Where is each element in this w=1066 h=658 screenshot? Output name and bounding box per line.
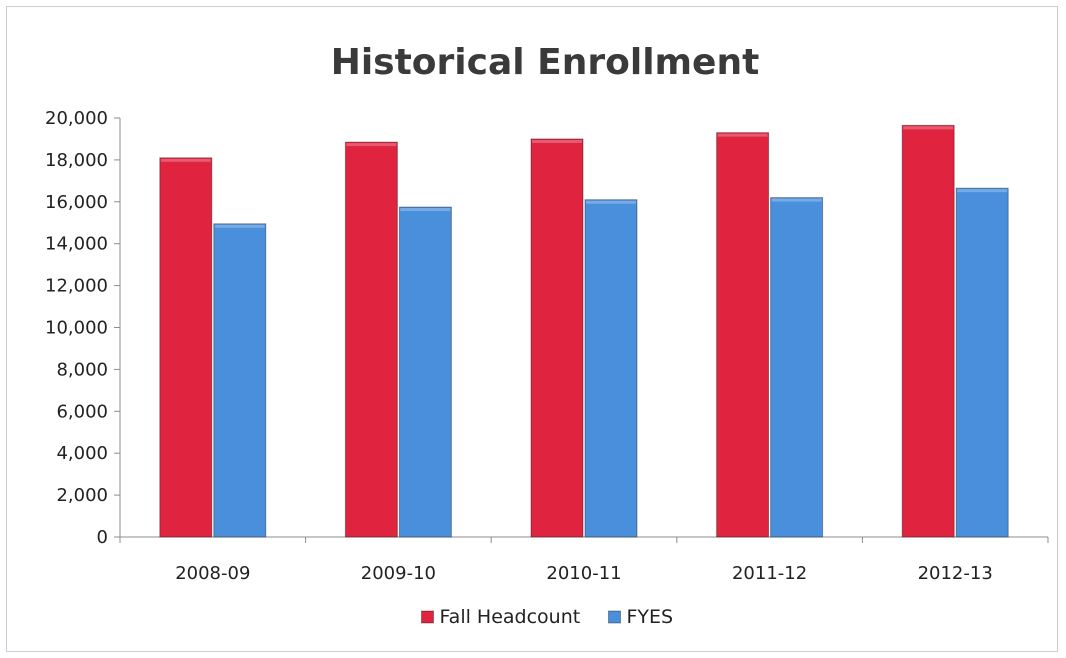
y-tick-label: 12,000 <box>45 276 108 297</box>
x-axis: 2008-09 2009-10 2010-11 2011-12 2012-13 <box>119 536 1049 584</box>
y-tick-label: 2,000 <box>56 485 108 506</box>
chart-title: Historical Enrollment <box>331 42 760 83</box>
y-tick-label: 20,000 <box>45 108 108 129</box>
bar-highlight <box>160 158 211 162</box>
bar <box>584 199 638 538</box>
y-tick-label: 8,000 <box>56 359 108 380</box>
x-tick-label: 2011-12 <box>732 563 807 584</box>
bar <box>530 138 584 538</box>
legend-label: Fall Headcount <box>440 606 581 628</box>
y-tick-label: 0 <box>97 527 108 548</box>
x-tick-label: 2008-09 <box>175 563 250 584</box>
legend-swatch <box>608 610 621 624</box>
bar-highlight <box>717 133 768 137</box>
bar <box>159 157 213 538</box>
bar <box>344 141 398 538</box>
bar-highlight <box>957 189 1008 193</box>
bar <box>716 132 770 538</box>
x-tick-label: 2009-10 <box>361 563 436 584</box>
y-tick-label: 16,000 <box>45 192 108 213</box>
bar-highlight <box>214 224 265 228</box>
bar <box>955 187 1009 538</box>
bar-highlight <box>532 139 582 143</box>
bar <box>770 197 824 538</box>
bar-highlight <box>771 198 822 202</box>
y-tick-label: 18,000 <box>45 150 108 171</box>
bar <box>901 124 955 538</box>
y-tick-label: 14,000 <box>45 234 108 255</box>
y-tick-label: 4,000 <box>56 443 108 464</box>
bar-highlight <box>400 208 451 212</box>
x-tick-label: 2012-13 <box>918 563 993 584</box>
y-tick-label: 6,000 <box>56 401 108 422</box>
x-tick-label: 2010-11 <box>546 563 621 584</box>
legend: Fall Headcount FYES <box>421 606 674 628</box>
y-tick-label: 10,000 <box>45 318 108 339</box>
bar-highlight <box>903 126 954 130</box>
legend-label: FYES <box>627 606 674 628</box>
bar <box>398 206 452 538</box>
bar <box>213 223 267 538</box>
bars <box>159 124 1009 538</box>
bar-highlight <box>346 143 397 147</box>
y-axis: 0 2,000 4,000 6,000 8,000 10,000 12,000 14,000 1… <box>45 108 121 548</box>
legend-swatch <box>421 610 434 624</box>
bar-highlight <box>586 200 636 204</box>
